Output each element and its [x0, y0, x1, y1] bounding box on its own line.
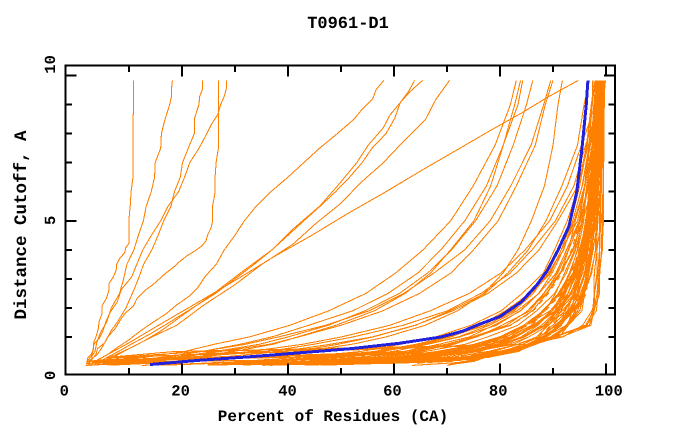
svg-text:40: 40 [278, 383, 297, 401]
svg-text:T0961-D1: T0961-D1 [307, 15, 389, 34]
svg-text:0: 0 [42, 371, 60, 380]
svg-text:60: 60 [383, 383, 402, 401]
svg-text:Distance Cutoff, A: Distance Cutoff, A [12, 130, 32, 320]
svg-text:0: 0 [60, 383, 69, 401]
svg-text:Percent of Residues (CA): Percent of Residues (CA) [218, 408, 448, 426]
svg-text:10: 10 [42, 55, 60, 74]
svg-text:80: 80 [489, 383, 508, 401]
svg-text:5: 5 [42, 216, 60, 225]
svg-text:20: 20 [171, 383, 190, 401]
svg-text:100: 100 [595, 383, 623, 401]
